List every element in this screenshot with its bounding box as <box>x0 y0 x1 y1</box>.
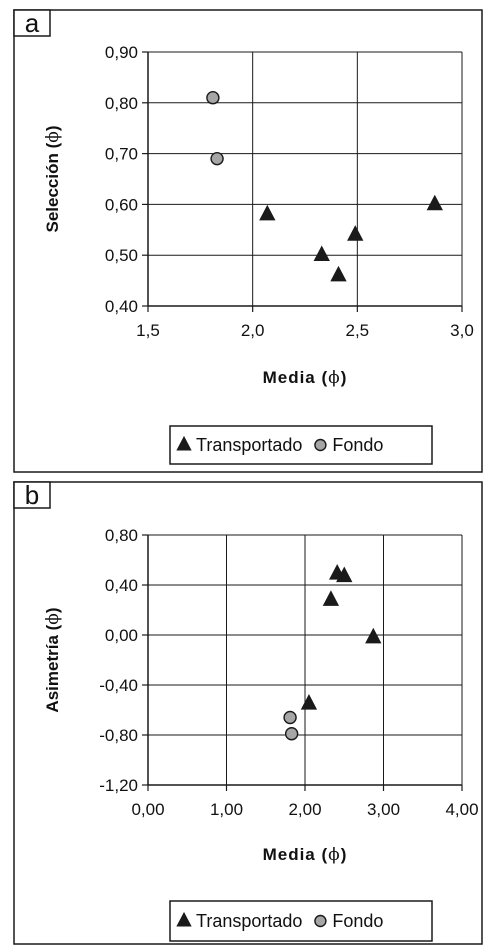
y-axis-title: Selección (ϕ) <box>43 125 63 232</box>
x-axis-title-paren-close: ) <box>341 845 348 864</box>
x-tick-label: 2,5 <box>346 321 370 340</box>
data-point-triangle <box>301 695 316 709</box>
y-tick-label: 0,40 <box>105 297 138 316</box>
y-tick-label: -0,40 <box>99 676 138 695</box>
data-point-triangle <box>427 196 442 210</box>
y-tick-label: 0,80 <box>105 94 138 113</box>
y-axis-unit-symbol: ϕ <box>43 131 63 143</box>
data-point-circle <box>284 712 296 724</box>
legend-entry-label: Fondo <box>332 435 383 455</box>
y-tick-label: -1,20 <box>99 776 138 795</box>
y-axis-title-text: Selección <box>43 153 62 232</box>
x-tick-label: 1,00 <box>210 800 243 819</box>
y-axis-title-paren-open: ( <box>43 624 62 635</box>
x-tick-label: 2,0 <box>241 321 265 340</box>
x-axis-unit-symbol: ϕ <box>328 845 341 865</box>
legend-entry-label: Transportado <box>196 435 302 455</box>
series-transportado <box>301 565 380 709</box>
data-point-triangle <box>314 246 329 260</box>
x-tick-label: 3,00 <box>367 800 400 819</box>
data-point-triangle <box>323 591 338 605</box>
x-axis-title-paren-close: ) <box>341 368 348 387</box>
panel-frame <box>14 10 482 472</box>
legend-circle-icon <box>315 916 326 927</box>
data-point-circle <box>207 92 219 104</box>
x-tick-label: 0,00 <box>131 800 164 819</box>
y-axis-title: Asimetría (ϕ) <box>43 607 63 712</box>
x-tick-label: 4,00 <box>445 800 478 819</box>
data-point-triangle <box>260 206 275 220</box>
y-tick-label: 0,50 <box>105 246 138 265</box>
legend: Transportado Fondo <box>170 901 432 941</box>
data-point-circle <box>211 153 223 165</box>
y-tick-label: 0,80 <box>105 526 138 545</box>
chart-panel-a: a 0,40 0,50 0,60 0,70 0,80 0,90 1,5 2,0 2,5 3,0 Med… <box>14 8 482 472</box>
x-axis-title-paren-open: ( <box>316 368 328 387</box>
y-tick-label: 0,40 <box>105 576 138 595</box>
x-tick-label: 3,0 <box>450 321 474 340</box>
y-axis-title-paren-close: ) <box>43 125 62 131</box>
series-fondo <box>284 712 298 740</box>
y-tick-label: -0,80 <box>99 726 138 745</box>
data-point-triangle <box>348 226 363 240</box>
y-axis-title-paren-close: ) <box>43 607 62 613</box>
legend-entry-label: Transportado <box>196 911 302 931</box>
y-axis-title-text: Asimetría <box>43 635 62 713</box>
x-axis-title: Media (ϕ) <box>263 845 348 865</box>
y-tick-label: 0,70 <box>105 145 138 164</box>
panel-letter: a <box>25 8 40 38</box>
chart-panel-b: b -1,20 -0,80 -0,40 0,00 0,40 0,80 0,00 1,00 2,00… <box>14 480 482 944</box>
y-tick-label: 0,00 <box>105 626 138 645</box>
x-axis-unit-symbol: ϕ <box>328 368 341 388</box>
y-axis-unit-symbol: ϕ <box>43 613 63 625</box>
data-point-triangle <box>331 267 346 281</box>
x-axis-title-text: Media <box>263 845 316 864</box>
series-transportado <box>260 196 442 281</box>
legend: Transportado Fondo <box>170 426 432 464</box>
x-axis-title-text: Media <box>263 368 316 387</box>
x-tick-label: 1,5 <box>136 321 160 340</box>
y-axis-title-paren-open: ( <box>43 142 62 153</box>
x-tick-label: 2,00 <box>288 800 321 819</box>
panel-letter: b <box>25 480 39 510</box>
legend-entry-label: Fondo <box>332 911 383 931</box>
data-point-triangle <box>366 629 381 643</box>
x-axis-title: Media (ϕ) <box>263 368 348 388</box>
data-point-circle <box>286 728 298 740</box>
panel-frame <box>14 482 482 944</box>
y-tick-label: 0,60 <box>105 195 138 214</box>
x-axis-title-paren-open: ( <box>316 845 328 864</box>
legend-circle-icon <box>315 440 326 451</box>
y-tick-label: 0,90 <box>105 43 138 62</box>
